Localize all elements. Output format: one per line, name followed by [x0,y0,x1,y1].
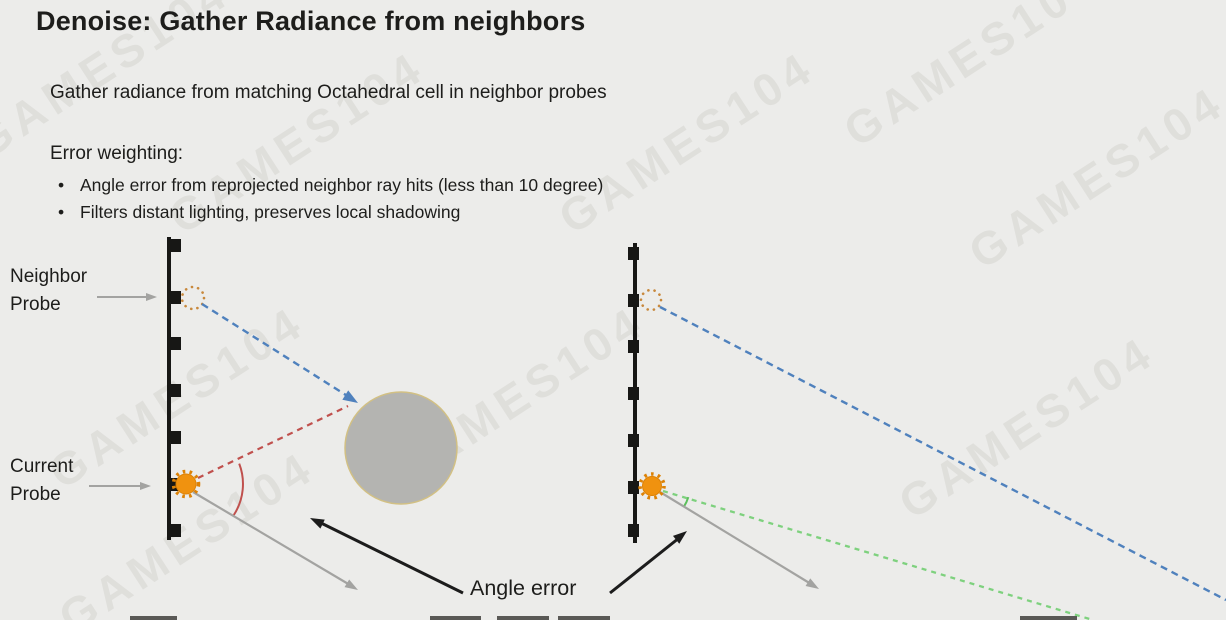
current-probe-icon [638,472,666,500]
right-diagram [628,243,1226,620]
current-ray-arrowhead-icon [805,578,819,589]
wall-marker [170,431,181,444]
wall-marker [628,387,639,400]
reprojected-ray-green [662,489,1094,620]
current-probe-label-line1: Current [10,456,74,477]
angle-error-arrowhead-right-icon [672,531,687,544]
wall-marker [628,294,639,307]
reprojected-ray-red [197,405,349,479]
angle-error-callout [310,518,687,595]
current-ray-gray-left [192,491,351,586]
bottom-crop-mark [1020,616,1077,620]
current-probe-icon [171,469,201,499]
bullet-angle-error: Angle error from reprojected neighbor ra… [52,172,603,199]
wall-marker [628,481,639,494]
current-probe-pointer-arrowhead-icon [140,482,151,490]
bullet-filters: Filters distant lighting, preserves loca… [52,199,603,226]
bottom-crop-mark [497,616,549,620]
current-probe-spikes [638,472,666,500]
current-ray-gray-right [659,491,812,585]
angle-error-arrow-left [318,520,464,595]
bottom-crop-mark [430,616,481,620]
neighbor-probe-label-line2: Probe [10,294,61,315]
error-weighting-heading: Error weighting: [50,143,184,164]
current-ray-arrowhead-icon [344,579,358,590]
wall-marker [628,434,639,447]
slide-title: Denoise: Gather Radiance from neighbors [36,6,586,36]
wall-marker [170,524,181,537]
neighbor-ray-blue [659,305,1226,602]
occluder-sphere [344,391,458,505]
slide-subtitle: Gather radiance from matching Octahedral… [50,82,607,103]
right-wall-markers [628,247,639,537]
angle-error-arc-red [232,463,244,516]
wall-marker [170,239,181,252]
neighbor-probe-label-line1: Neighbor [10,266,88,287]
wall-marker [628,340,639,353]
angle-error-label: Angle error [470,576,577,600]
bottom-crop-mark [558,616,610,620]
current-probe-body [175,473,197,495]
angle-error-arrowhead-left-icon [310,518,325,529]
current-probe-spikes [171,469,201,499]
current-probe-label-line2: Probe [10,484,61,505]
wall-marker [170,291,181,304]
left-wall-markers [170,239,181,537]
angle-error-arrow-right [609,536,680,595]
neighbor-ray-blue [201,302,350,399]
neighbor-probe-icon [639,288,663,312]
bottom-crop-mark [130,616,177,620]
neighbor-probe-label: Neighbor Probe [10,263,87,319]
current-probe-label: Current Probe [10,453,73,509]
wall-marker [628,524,639,537]
error-weighting-list: Angle error from reprojected neighbor ra… [52,172,603,226]
wall-marker [170,478,181,491]
neighbor-probe-icon [180,285,206,311]
bottom-crop-marks [130,616,1077,620]
neighbor-ray-arrowhead-icon [342,390,358,403]
wall-marker [170,384,181,397]
left-diagram [89,237,458,590]
wall-marker [170,337,181,350]
neighbor-probe-pointer-arrowhead-icon [146,293,157,301]
left-wall [167,237,171,540]
current-probe-body [642,476,662,496]
wall-marker [628,247,639,260]
